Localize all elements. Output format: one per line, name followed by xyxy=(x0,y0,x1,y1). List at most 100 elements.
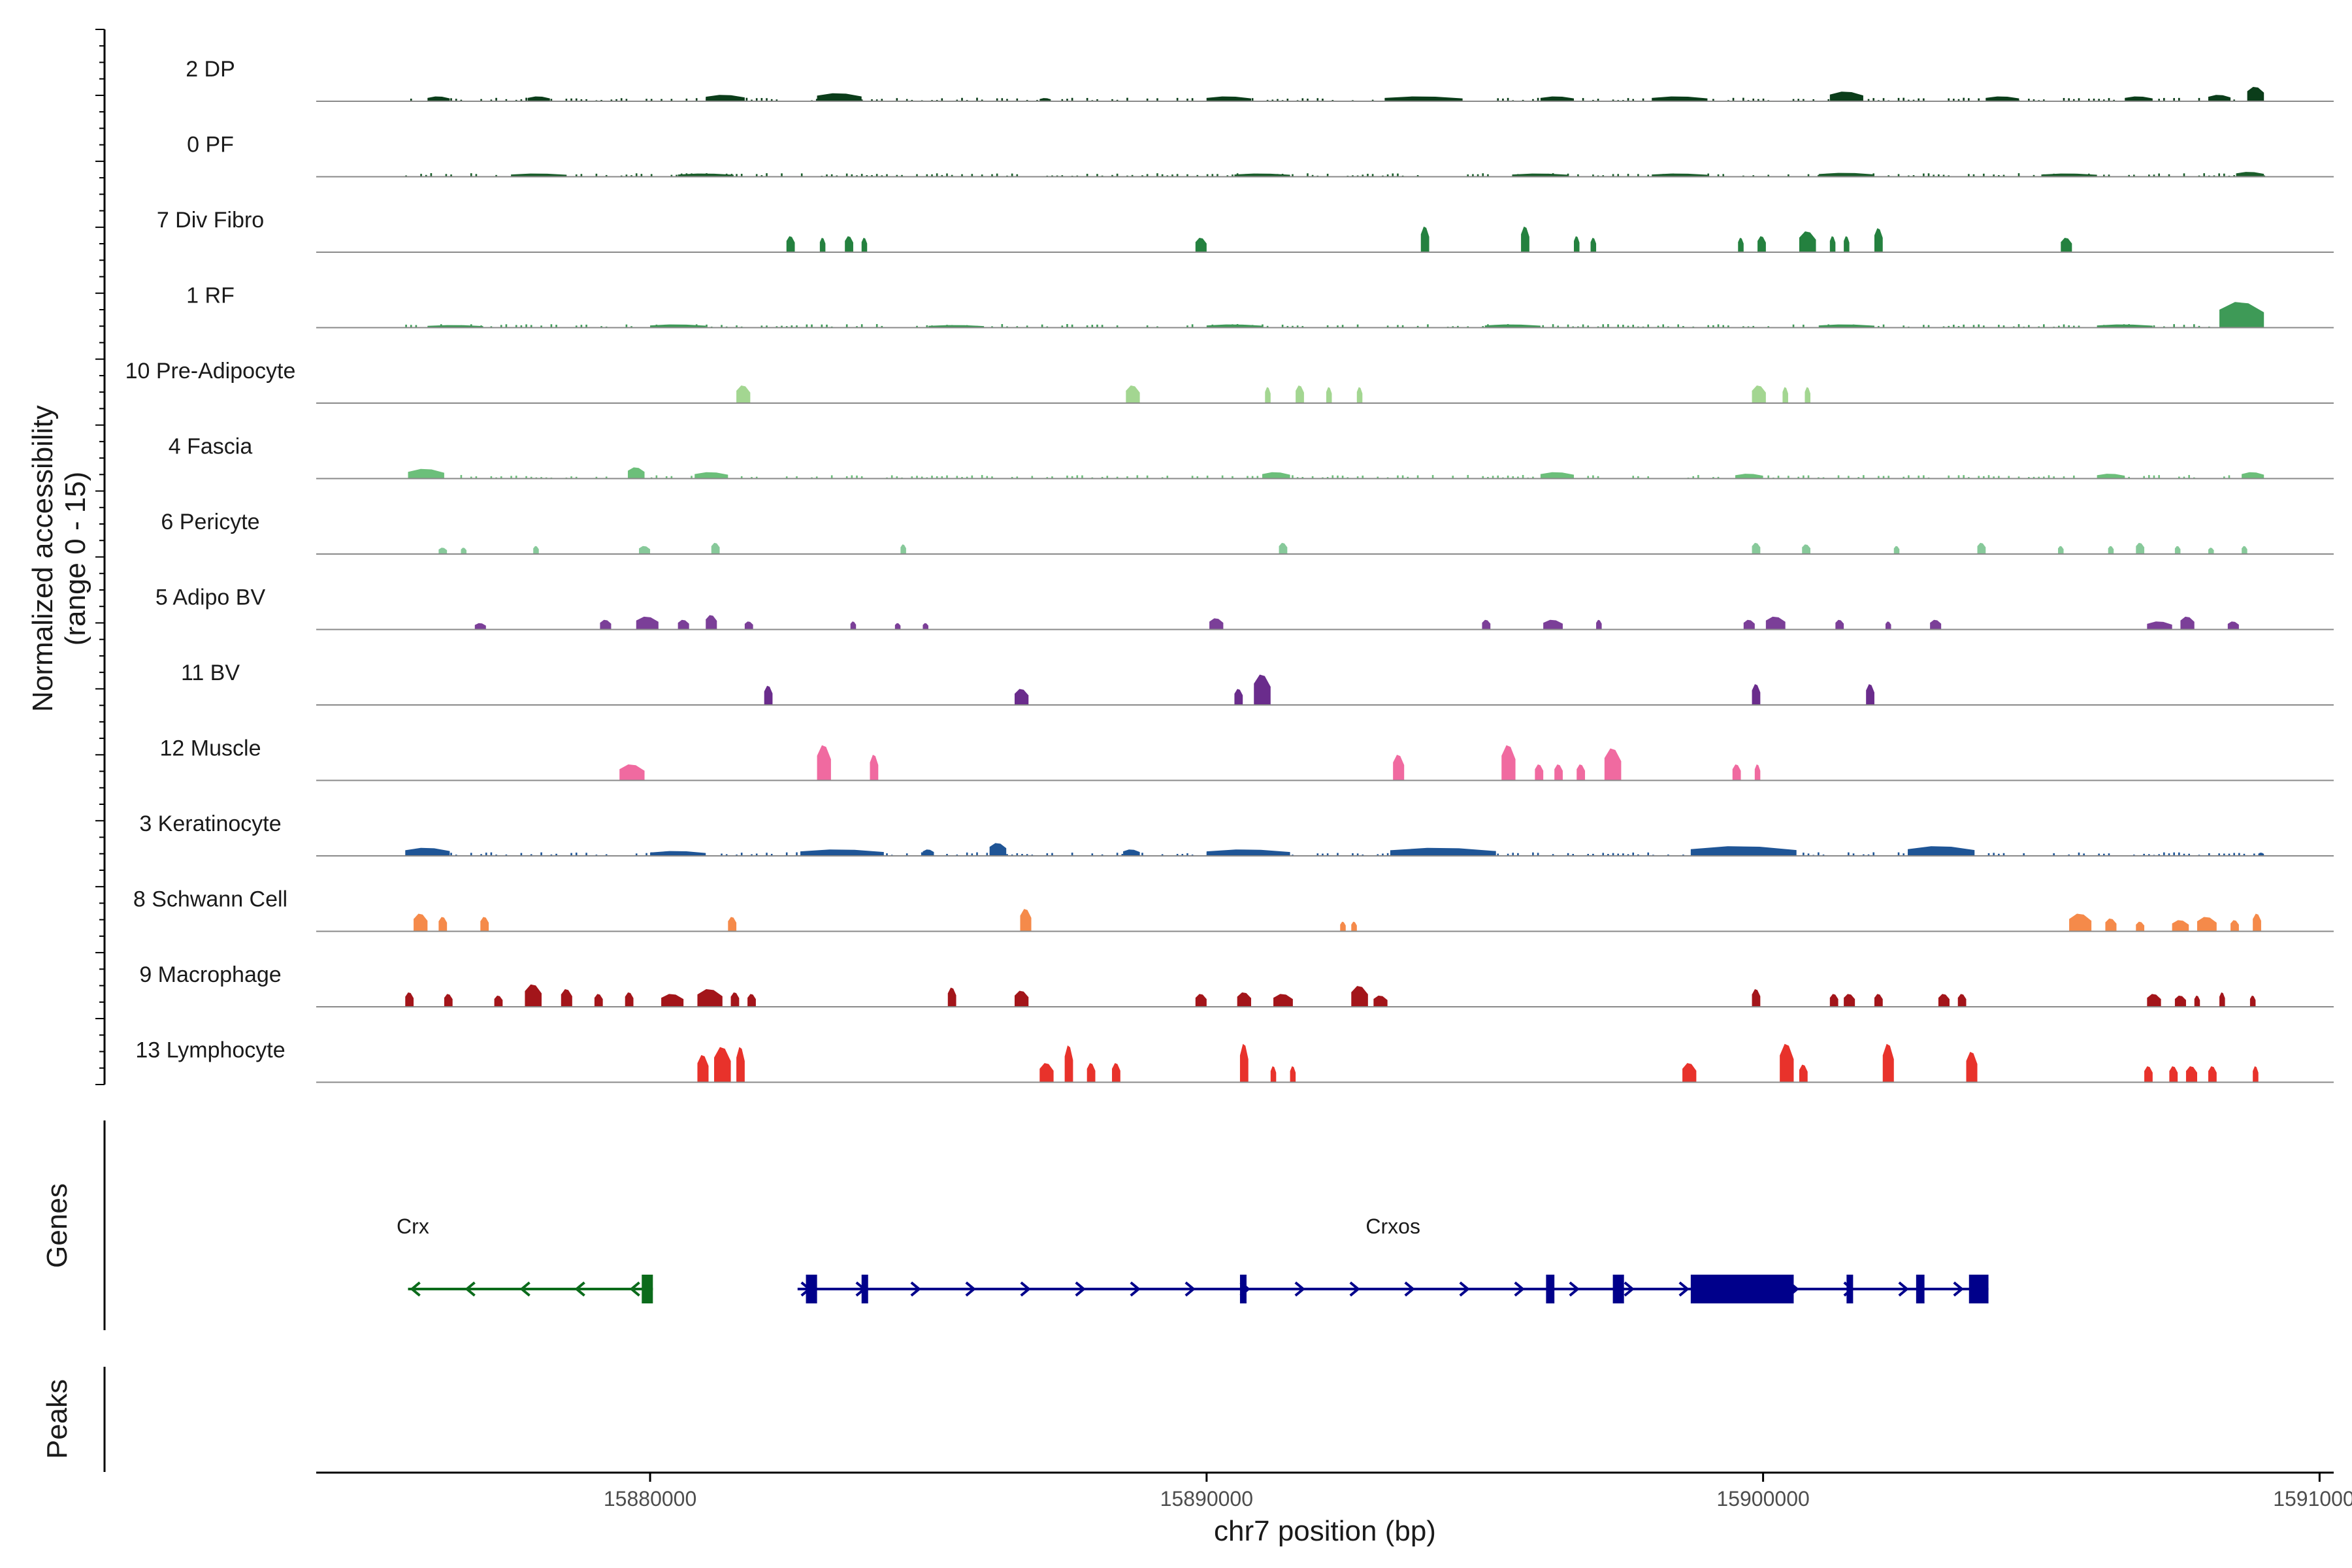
noise-bar xyxy=(1016,853,1019,856)
peak-mark xyxy=(1844,236,1850,252)
peak-mark xyxy=(2249,995,2256,1007)
noise-bar xyxy=(1572,854,1575,856)
noise-bar xyxy=(926,325,928,328)
noise-bar xyxy=(1742,326,1744,328)
track-label: 3 Keratinocyte xyxy=(139,811,281,836)
noise-bar xyxy=(695,98,698,101)
strand-arrow xyxy=(1624,1281,1635,1297)
noise-bar xyxy=(1337,853,1339,856)
noise-bar xyxy=(480,99,482,101)
noise-bar xyxy=(1171,174,1173,177)
peak-mark xyxy=(1652,173,1708,177)
noise-bar xyxy=(2128,476,2130,479)
noise-bar xyxy=(1972,325,1975,328)
noise-bar xyxy=(1788,174,1789,177)
strand-arrow xyxy=(465,1281,476,1297)
noise-bar xyxy=(961,174,963,177)
noise-bar xyxy=(1161,854,1164,856)
noise-bar xyxy=(600,326,602,328)
noise-bar xyxy=(650,99,653,101)
peak-mark xyxy=(2105,918,2117,932)
noise-bar xyxy=(1146,174,1149,177)
noise-bar xyxy=(1612,174,1614,177)
peak-mark xyxy=(1512,173,1569,177)
peak-mark xyxy=(1752,385,1766,403)
noise-bar xyxy=(490,476,493,479)
peak-mark xyxy=(1356,387,1363,403)
noise-bar xyxy=(830,174,833,177)
noise-bar xyxy=(605,174,608,177)
noise-bar xyxy=(1872,98,1875,101)
noise-bar xyxy=(550,854,553,856)
noise-bar xyxy=(2228,853,2230,856)
peak-mark xyxy=(1874,228,1883,252)
noise-bar xyxy=(450,853,452,856)
x-tick-label: 15910000 xyxy=(2273,1487,2352,1511)
peak-mark xyxy=(1209,618,1224,630)
noise-bar xyxy=(515,476,517,479)
peak-mark xyxy=(405,992,414,1007)
noise-bar xyxy=(1281,324,1284,328)
noise-bar xyxy=(575,325,578,328)
noise-bar xyxy=(785,852,788,856)
peak-mark xyxy=(1829,91,1863,101)
noise-bar xyxy=(1186,98,1188,101)
noise-bar xyxy=(2002,853,2005,856)
noise-bar xyxy=(1517,853,1519,856)
noise-bar xyxy=(796,476,798,479)
noise-bar xyxy=(661,99,662,101)
noise-bar xyxy=(505,99,508,101)
noise-bar xyxy=(1326,853,1329,856)
noise-bar xyxy=(1848,476,1850,479)
noise-bar xyxy=(921,476,923,479)
noise-bar xyxy=(1647,476,1650,479)
peak-mark xyxy=(2194,995,2200,1007)
noise-bar xyxy=(1923,173,1925,177)
noise-bar xyxy=(766,173,768,177)
noise-bar xyxy=(1592,475,1594,479)
peak-mark xyxy=(1290,1066,1296,1083)
noise-bar xyxy=(1191,98,1194,101)
noise-bar xyxy=(1878,325,1880,328)
noise-bar xyxy=(1803,853,1805,856)
noise-bar xyxy=(2108,98,2110,101)
noise-bar xyxy=(2017,476,2020,479)
noise-bar xyxy=(1467,326,1469,328)
noise-bar xyxy=(736,174,738,177)
gene-crxos: Crxos xyxy=(797,1215,1989,1303)
track-10-pre-adipocyte: 10 Pre-Adipocyte xyxy=(125,359,2334,404)
peak-mark xyxy=(1390,847,1496,856)
noise-bar xyxy=(1467,475,1469,479)
noise-bar xyxy=(540,852,542,856)
noise-bar xyxy=(2173,324,2175,328)
noise-bar xyxy=(575,174,578,177)
noise-bar xyxy=(770,853,773,856)
noise-bar xyxy=(1552,324,1554,328)
strand-arrow xyxy=(1020,1281,1031,1297)
noise-bar xyxy=(1326,477,1329,479)
noise-bar xyxy=(2098,99,2100,101)
peak-mark xyxy=(1239,1043,1249,1083)
noise-bar xyxy=(1492,476,1494,479)
noise-bar xyxy=(1101,476,1103,479)
noise-bar xyxy=(936,476,938,479)
noise-bar xyxy=(2173,98,2175,101)
noise-bar xyxy=(1066,99,1068,101)
noise-bar xyxy=(890,475,893,479)
track-4-fascia: 4 Fascia xyxy=(169,434,2334,480)
noise-bar xyxy=(1061,325,1064,328)
peak-mark xyxy=(2136,542,2145,554)
peak-mark xyxy=(2258,853,2264,856)
peak-mark xyxy=(438,547,448,554)
noise-bar xyxy=(1377,476,1379,479)
gene-name: Crx xyxy=(397,1215,429,1238)
noise-bar xyxy=(1001,324,1004,328)
peaks-panel-title: Peaks xyxy=(41,1379,73,1459)
peak-mark xyxy=(706,95,745,101)
noise-bar xyxy=(1788,476,1789,479)
noise-bar xyxy=(1617,324,1620,328)
strand-arrow xyxy=(629,1281,640,1297)
peak-mark xyxy=(800,849,884,856)
noise-bar xyxy=(1286,98,1289,101)
noise-bar xyxy=(2063,476,2065,479)
